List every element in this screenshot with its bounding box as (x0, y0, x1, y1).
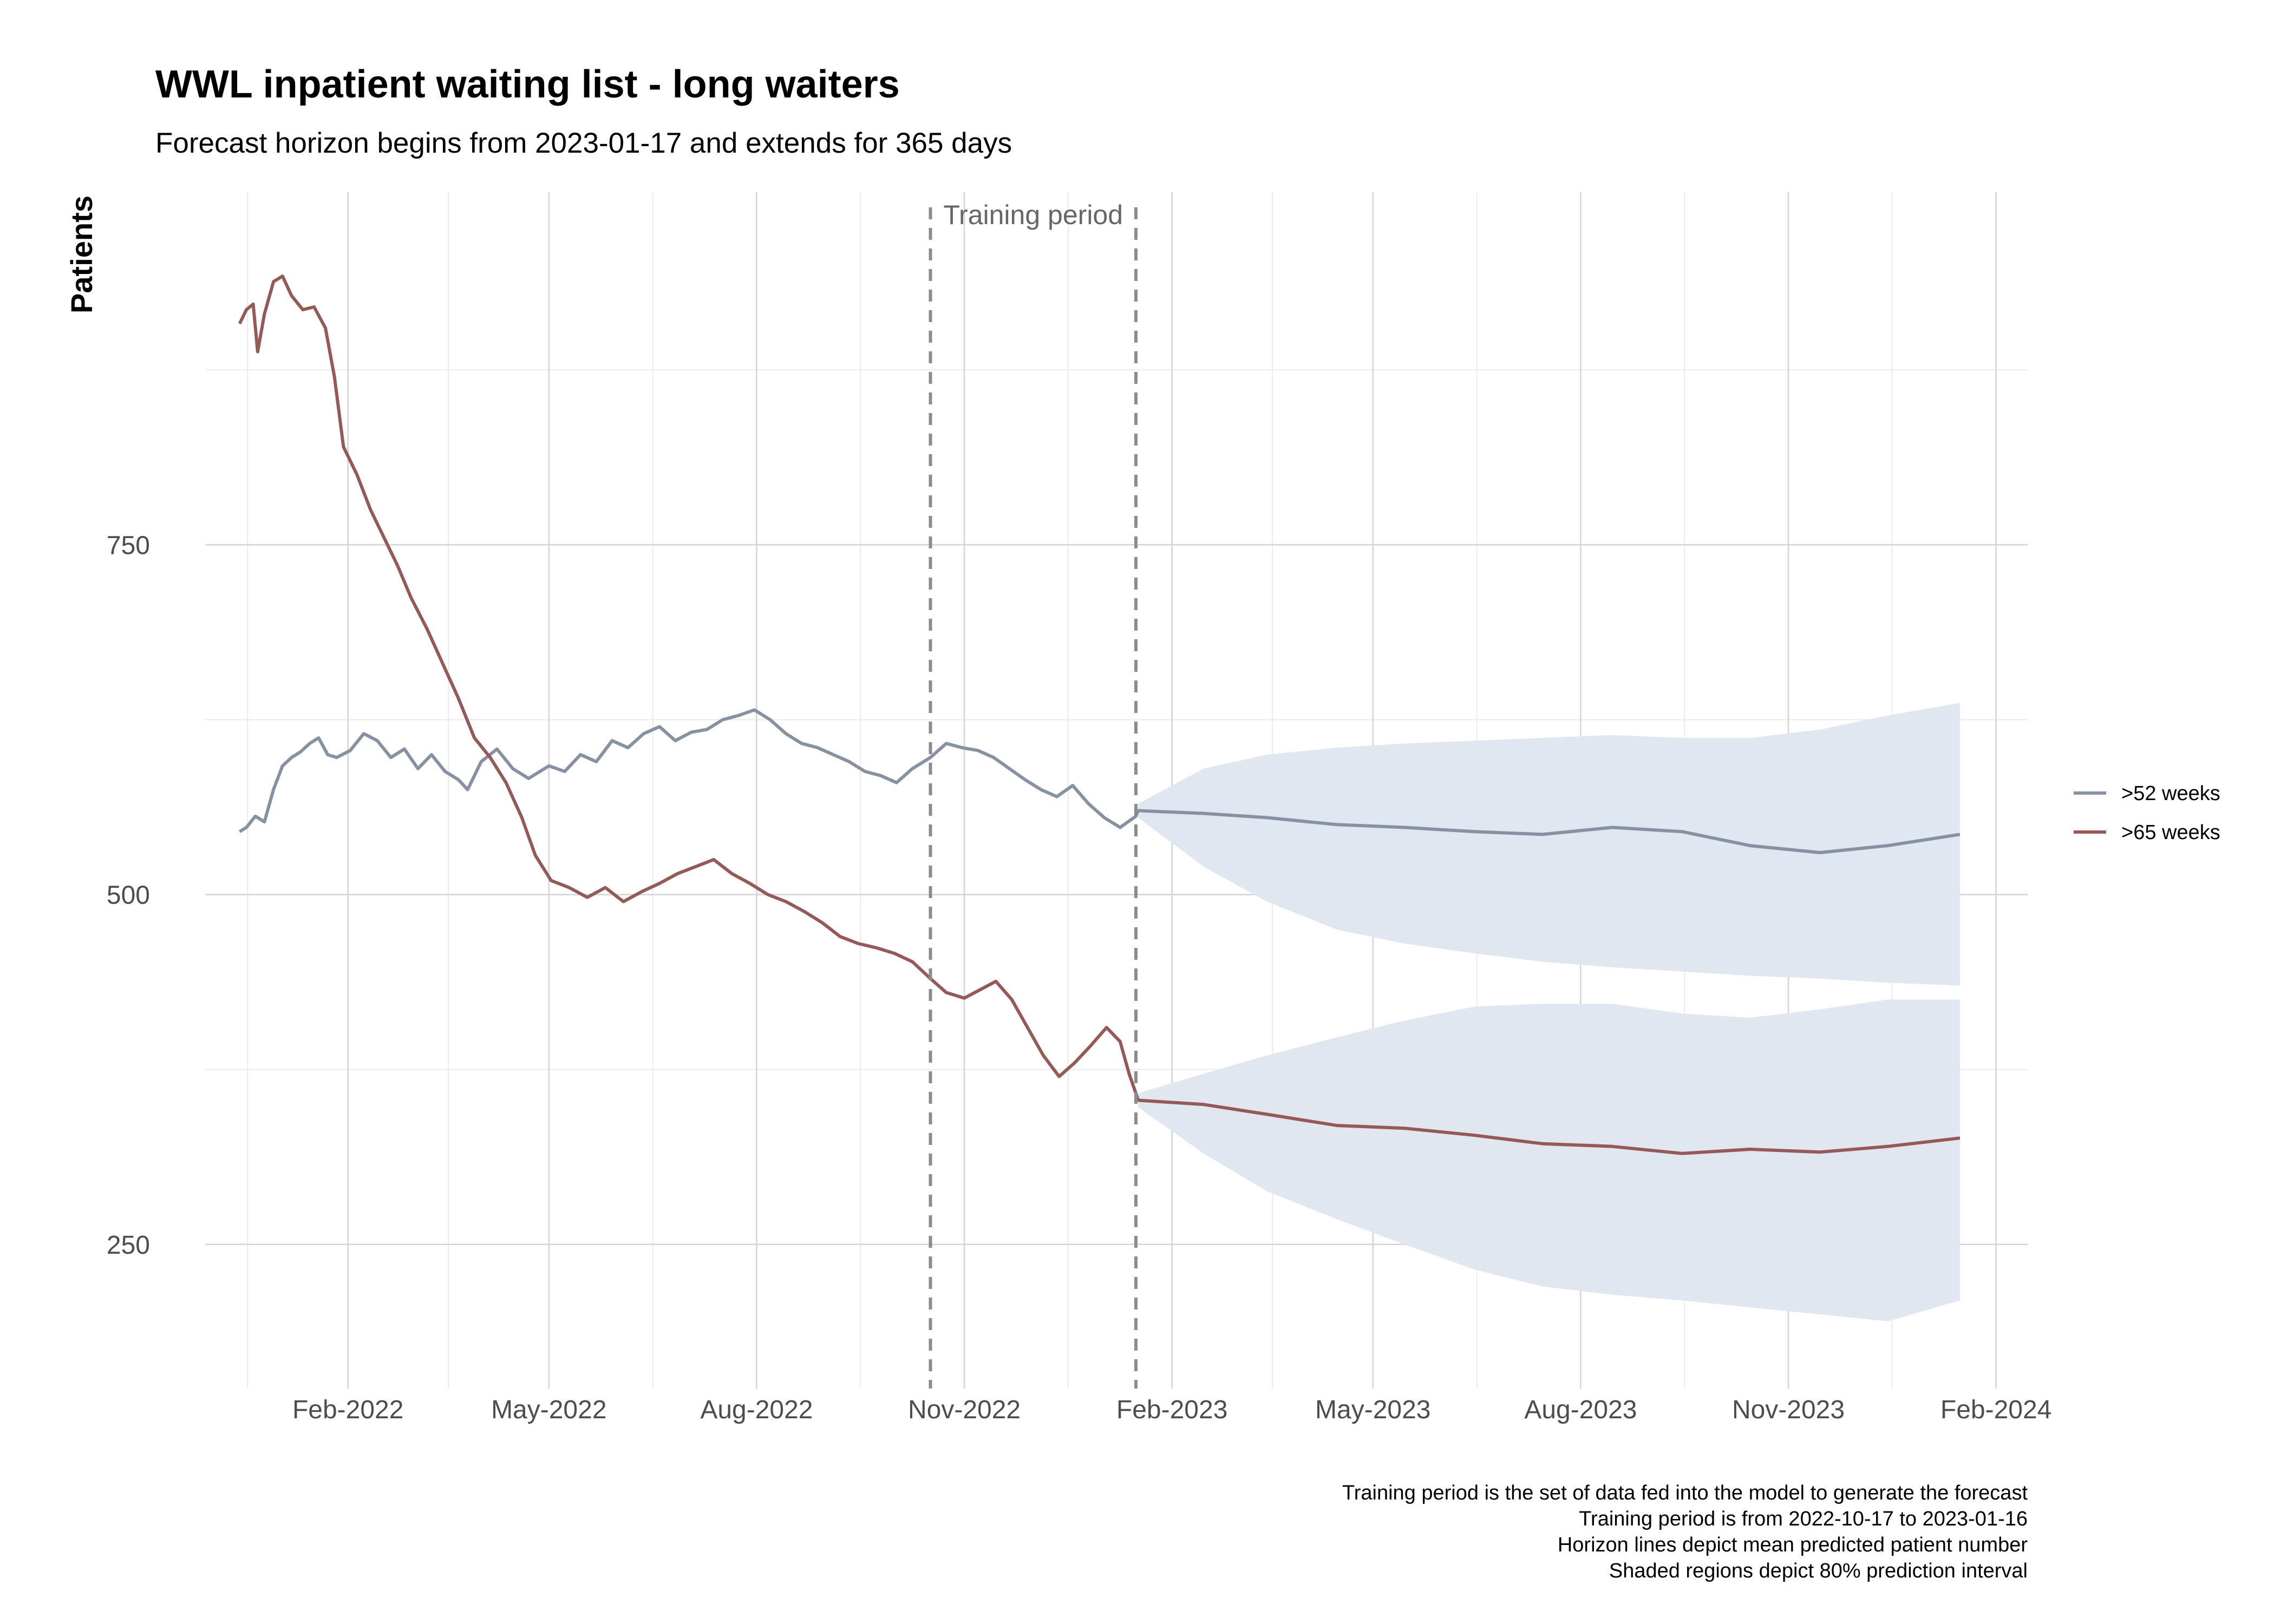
caption-line-2: Training period is from 2022-10-17 to 20… (1579, 1508, 2028, 1530)
legend-label: >65 weeks (2121, 821, 2220, 844)
x-tick-label: Nov-2022 (908, 1396, 1021, 1424)
caption-line-3: Horizon lines depict mean predicted pati… (1558, 1534, 2028, 1556)
caption-line-4: Shaded regions depict 80% prediction int… (1609, 1560, 2028, 1582)
y-tick-label: 750 (107, 531, 150, 560)
chart-subtitle: Forecast horizon begins from 2023-01-17 … (155, 127, 1012, 159)
x-tick-label: Feb-2022 (292, 1396, 403, 1424)
x-tick-label: Aug-2023 (1524, 1396, 1637, 1424)
prediction-intervals (1138, 703, 1960, 1321)
x-tick-label: May-2022 (491, 1396, 606, 1424)
prediction-interval-band (1138, 703, 1960, 986)
caption-line-1: Training period is the set of data fed i… (1342, 1482, 2028, 1504)
legend: >52 weeks >65 weeks (2074, 782, 2220, 844)
x-tick-label: Feb-2024 (1940, 1396, 2051, 1424)
training-period-label: Training period (943, 200, 1123, 230)
y-tick-label: 250 (107, 1231, 150, 1260)
x-tick-labels: Feb-2022 May-2022 Aug-2022 Nov-2022 Feb-2023… (292, 1396, 2051, 1424)
y-tick-label: 500 (107, 881, 150, 910)
chart-caption: Training period is the set of data fed i… (1342, 1482, 2028, 1582)
training-period-annotation: Training period (929, 200, 1138, 1389)
y-axis-label: Patients (64, 195, 99, 313)
y-tick-labels: 250 500 750 (107, 531, 150, 1259)
x-tick-label: May-2023 (1315, 1396, 1430, 1424)
x-tick-label: Nov-2023 (1732, 1396, 1845, 1424)
prediction-interval-band (1138, 999, 1960, 1321)
x-tick-label: Feb-2023 (1116, 1396, 1227, 1424)
x-tick-label: Aug-2022 (700, 1396, 813, 1424)
legend-label: >52 weeks (2121, 782, 2220, 805)
chart-title: WWL inpatient waiting list - long waiter… (155, 63, 900, 106)
